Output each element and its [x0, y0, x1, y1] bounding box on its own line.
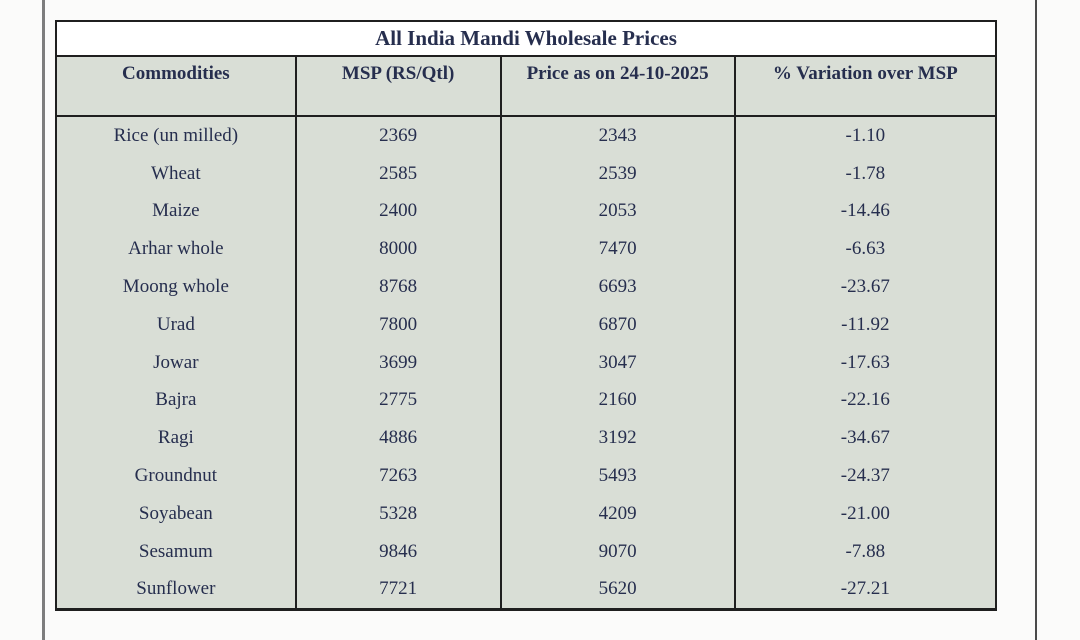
table-row: Sesamum 9846 9070 -7.88	[55, 532, 998, 571]
table-row: Ragi 4886 3192 -34.67	[55, 419, 998, 458]
table-row: Jowar 3699 3047 -17.63	[55, 343, 998, 382]
cell-msp: 2400	[294, 192, 502, 231]
cell-variation: -1.78	[733, 154, 998, 193]
column-header-commodities: Commodities	[55, 55, 297, 117]
cell-variation: -27.21	[733, 570, 998, 612]
cell-msp: 8000	[294, 230, 502, 269]
cell-price: 4209	[499, 494, 736, 533]
cell-msp: 7800	[294, 305, 502, 344]
cell-price: 2160	[499, 381, 736, 420]
cell-price: 9070	[499, 532, 736, 571]
cell-commodity: Ragi	[55, 419, 297, 458]
cell-variation: -14.46	[733, 192, 998, 231]
table-row: Sunflower 7721 5620 -27.21	[55, 570, 998, 612]
cell-commodity: Wheat	[55, 154, 297, 193]
cell-commodity: Urad	[55, 305, 297, 344]
column-header-msp: MSP (RS/Qtl)	[294, 55, 502, 117]
table-row: Moong whole 8768 6693 -23.67	[55, 268, 998, 306]
cell-commodity: Sunflower	[55, 570, 297, 612]
cell-price: 6870	[499, 305, 736, 344]
cell-variation: -11.92	[733, 305, 998, 344]
table-header-row: Commodities MSP (RS/Qtl) Price as on 24-…	[55, 55, 998, 117]
cell-commodity: Arhar whole	[55, 230, 297, 269]
cell-msp: 9846	[294, 532, 502, 571]
cell-price: 2343	[499, 116, 736, 155]
cell-price: 3192	[499, 419, 736, 458]
cell-variation: -17.63	[733, 343, 998, 382]
cell-msp: 4886	[294, 419, 502, 458]
table-row: Soyabean 5328 4209 -21.00	[55, 494, 998, 533]
cell-variation: -7.88	[733, 532, 998, 571]
cell-msp: 8768	[294, 268, 502, 306]
table-title-row: All India Mandi Wholesale Prices	[55, 20, 997, 57]
table-body: Rice (un milled) 2369 2343 -1.10 Wheat 2585 25…	[55, 116, 998, 612]
cell-msp: 2369	[294, 116, 502, 155]
cell-msp: 2585	[294, 154, 502, 193]
table-row: Groundnut 7263 5493 -24.37	[55, 457, 998, 495]
cell-msp: 7263	[294, 457, 502, 495]
page-margin-line-right	[1035, 0, 1037, 640]
table-row: Urad 7800 6870 -11.92	[55, 305, 998, 344]
cell-variation: -23.67	[733, 268, 998, 306]
table-title: All India Mandi Wholesale Prices	[55, 20, 997, 57]
table-row: Wheat 2585 2539 -1.78	[55, 154, 998, 193]
table-row: Arhar whole 8000 7470 -6.63	[55, 230, 998, 269]
table-row: Rice (un milled) 2369 2343 -1.10	[55, 116, 998, 155]
cell-commodity: Bajra	[55, 381, 297, 420]
cell-variation: -24.37	[733, 457, 998, 495]
mandi-price-table: All India Mandi Wholesale Prices Commodi…	[55, 20, 998, 612]
cell-price: 6693	[499, 268, 736, 306]
cell-msp: 7721	[294, 570, 502, 612]
table-row: Bajra 2775 2160 -22.16	[55, 381, 998, 420]
page-margin-line-left	[42, 0, 45, 640]
cell-msp: 3699	[294, 343, 502, 382]
cell-price: 2053	[499, 192, 736, 231]
cell-commodity: Sesamum	[55, 532, 297, 571]
cell-price: 5493	[499, 457, 736, 495]
cell-commodity: Soyabean	[55, 494, 297, 533]
cell-price: 2539	[499, 154, 736, 193]
cell-price: 5620	[499, 570, 736, 612]
cell-variation: -22.16	[733, 381, 998, 420]
cell-commodity: Moong whole	[55, 268, 297, 306]
cell-price: 7470	[499, 230, 736, 269]
column-header-price: Price as on 24-10-2025	[499, 55, 736, 117]
cell-msp: 2775	[294, 381, 502, 420]
cell-variation: -21.00	[733, 494, 998, 533]
cell-variation: -1.10	[733, 116, 998, 155]
cell-commodity: Maize	[55, 192, 297, 231]
cell-commodity: Jowar	[55, 343, 297, 382]
cell-commodity: Groundnut	[55, 457, 297, 495]
cell-price: 3047	[499, 343, 736, 382]
cell-msp: 5328	[294, 494, 502, 533]
cell-variation: -6.63	[733, 230, 998, 269]
cell-variation: -34.67	[733, 419, 998, 458]
column-header-variation: % Variation over MSP	[733, 55, 998, 117]
table-row: Maize 2400 2053 -14.46	[55, 192, 998, 231]
cell-commodity: Rice (un milled)	[55, 116, 297, 155]
